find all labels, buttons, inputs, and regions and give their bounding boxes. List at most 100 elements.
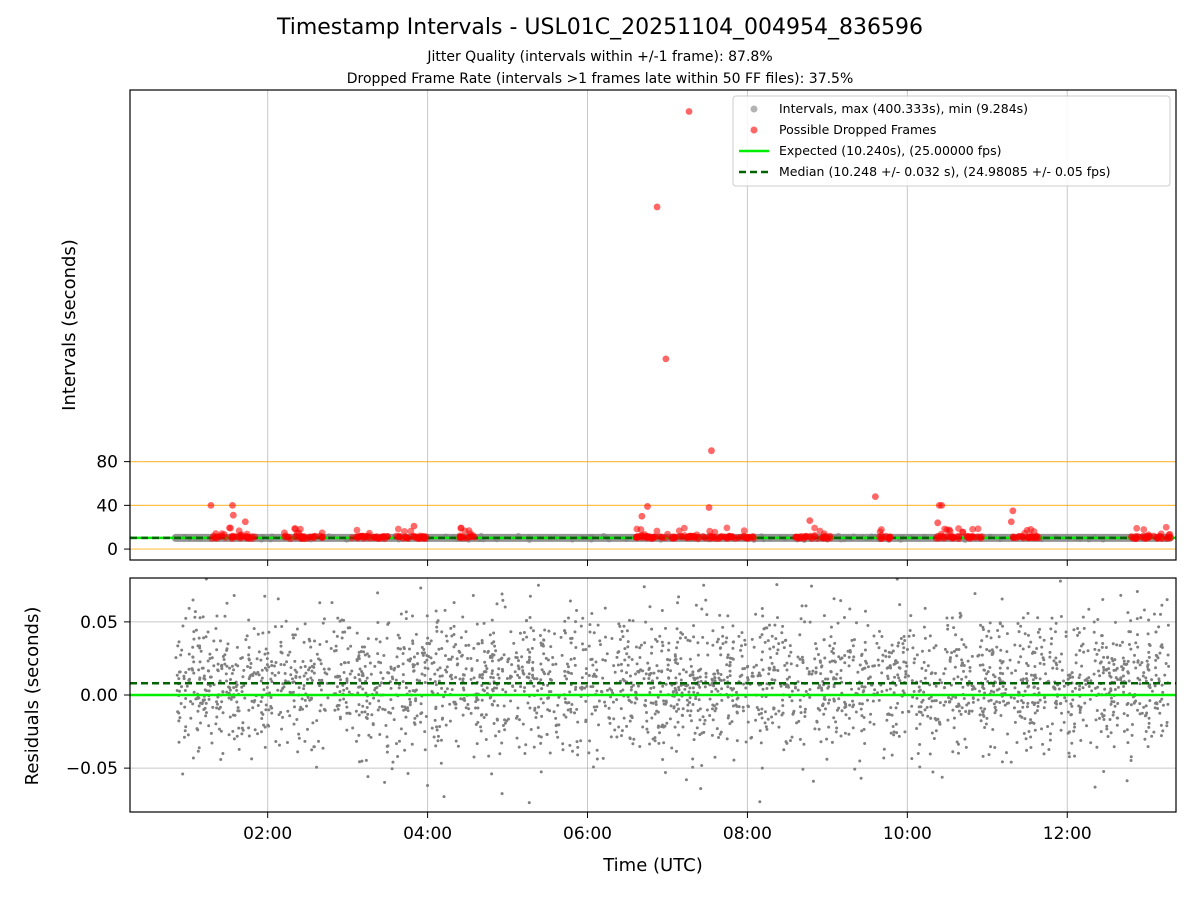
residual-point [319,662,323,666]
residual-point [397,739,401,743]
residual-point [704,675,708,679]
residual-point [782,646,786,650]
residual-point [634,645,638,649]
residual-point [452,645,456,649]
residual-point [663,702,667,706]
residual-point [744,686,748,690]
residual-point [750,671,754,675]
residual-point [994,708,998,712]
residual-point [1138,702,1142,706]
residual-point [688,674,692,678]
residual-point [411,639,415,643]
residual-point [598,639,602,643]
residual-point [292,636,296,640]
residual-point [981,754,985,758]
residual-point [1050,722,1054,726]
residual-point [496,703,500,707]
residual-point [1067,751,1071,755]
residual-point [814,666,818,670]
residual-point [770,678,774,682]
residual-point [1077,704,1081,708]
residual-point [191,702,195,706]
dropped-frame-point [876,528,884,536]
residual-point [452,632,456,636]
residual-point [981,663,985,667]
residual-point [1006,732,1010,736]
dropped-frame-outlier [708,447,715,455]
residual-point [875,641,879,645]
residual-point [521,637,525,641]
residual-point [461,615,465,619]
residual-point [738,675,742,679]
residual-point [1161,690,1165,694]
residual-point [881,653,885,657]
residual-point [419,720,423,724]
residual-point [1041,656,1045,660]
dropped-frame-point [675,527,683,535]
residual-point [177,740,181,744]
residual-point [540,687,544,691]
residual-point [1116,701,1120,705]
residual-point [276,688,280,692]
residual-point [305,727,309,731]
residual-point [365,699,369,703]
residual-point [1031,700,1035,704]
residual-point [482,716,486,720]
residual-point [575,707,579,711]
residual-point [927,697,931,701]
residual-point [896,701,900,705]
residual-point [1059,615,1063,619]
residual-point [391,706,395,710]
residual-point [1073,686,1077,690]
residual-point [652,671,656,675]
residual-point [403,748,407,752]
residual-point [643,704,647,708]
residual-point [726,695,730,699]
residual-point [832,597,836,601]
residual-point [1102,708,1106,712]
residual-point [182,735,186,739]
residual-point [329,647,333,651]
residual-point [843,661,847,665]
residual-point [379,671,383,675]
residual-point [240,726,244,730]
dropped-frame-point [297,525,304,533]
residual-point [181,624,185,628]
residual-point [345,728,349,732]
residual-point [576,720,580,724]
residual-point [196,644,200,648]
residual-point [1085,679,1089,683]
residual-point [235,700,239,704]
residual-point [580,642,584,646]
residual-point [714,707,718,711]
residual-point [253,699,257,703]
residual-point [528,706,532,710]
residual-point [1129,619,1133,623]
residual-point [1119,676,1123,680]
residual-point [267,724,271,728]
residual-point [1027,730,1031,734]
residual-point [385,636,389,640]
residual-point [304,671,308,675]
residual-point [1125,779,1129,783]
residual-point [946,627,950,631]
residual-point [504,690,508,694]
residual-point [265,657,269,661]
residual-point [179,702,183,706]
residual-point [781,698,785,702]
residual-point [591,674,595,678]
residual-point [612,664,616,668]
residual-point [946,623,950,627]
residual-point [191,645,195,649]
residual-point [907,710,911,714]
residual-point [1127,630,1131,634]
residual-point [1129,758,1133,762]
residual-point [398,636,402,640]
residual-point [1084,682,1088,686]
residual-point [494,734,498,738]
residual-point [1087,607,1091,611]
residual-point [677,688,681,692]
residual-point [770,634,774,638]
residuals-y-tick-label: 0.05 [80,613,118,633]
residual-point [1092,620,1096,624]
